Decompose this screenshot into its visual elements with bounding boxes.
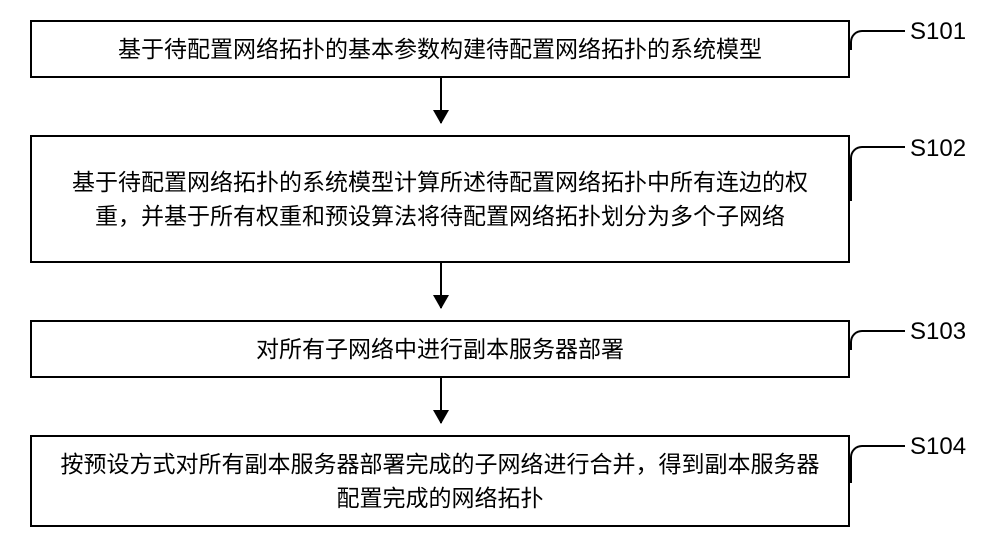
- step-box-s102: 基于待配置网络拓扑的系统模型计算所述待配置网络拓扑中所有连边的权重，并基于所有权…: [30, 135, 850, 263]
- step-label-s101: S101: [910, 18, 966, 46]
- step-box-s101: 基于待配置网络拓扑的基本参数构建待配置网络拓扑的系统模型: [30, 20, 850, 78]
- label-connector-s101: [850, 30, 905, 50]
- step-box-s103: 对所有子网络中进行副本服务器部署: [30, 320, 850, 378]
- label-connector-s104: [850, 445, 905, 483]
- arrow-2: [440, 263, 442, 308]
- flowchart-container: 基于待配置网络拓扑的基本参数构建待配置网络拓扑的系统模型 S101 基于待配置网…: [0, 0, 1000, 549]
- step-text-s104: 按预设方式对所有副本服务器部署完成的子网络进行合并，得到副本服务器配置完成的网络…: [52, 447, 828, 516]
- step-text-s103: 对所有子网络中进行副本服务器部署: [256, 332, 624, 367]
- step-label-s103: S103: [910, 318, 966, 346]
- label-connector-s102: [850, 146, 905, 201]
- label-connector-s103: [850, 330, 905, 350]
- arrow-1: [440, 78, 442, 123]
- step-text-s102: 基于待配置网络拓扑的系统模型计算所述待配置网络拓扑中所有连边的权重，并基于所有权…: [52, 165, 828, 234]
- arrow-3: [440, 378, 442, 423]
- step-box-s104: 按预设方式对所有副本服务器部署完成的子网络进行合并，得到副本服务器配置完成的网络…: [30, 435, 850, 527]
- step-label-s104: S104: [910, 433, 966, 461]
- step-text-s101: 基于待配置网络拓扑的基本参数构建待配置网络拓扑的系统模型: [118, 32, 762, 67]
- step-label-s102: S102: [910, 135, 966, 163]
